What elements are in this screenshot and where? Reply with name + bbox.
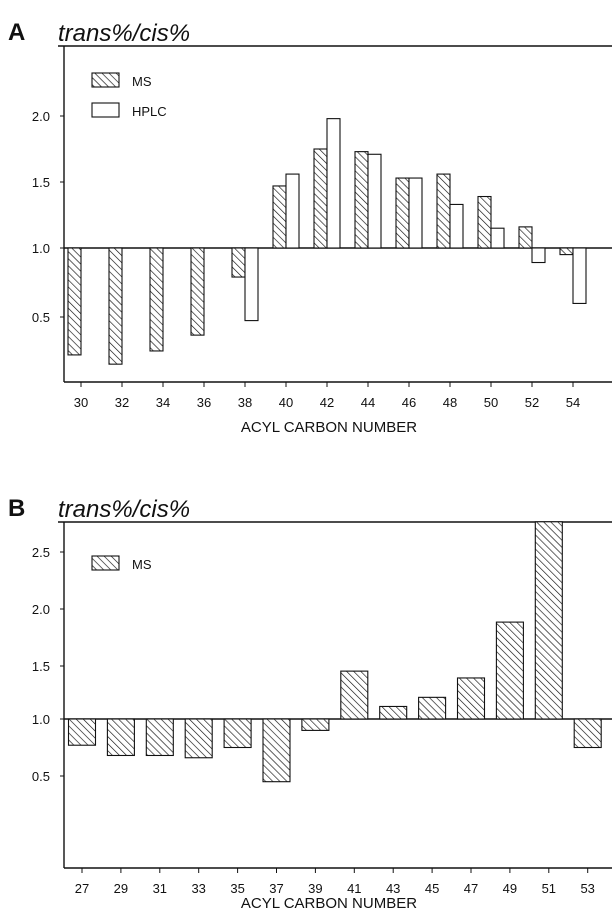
x-tick-label: 53 [580,881,594,896]
hplc-bar-40 [285,173,300,249]
ms-bar-52 [518,226,533,249]
x-tick-label: 39 [308,881,322,896]
ms-bar-42 [313,148,328,249]
x-tick-label: 32 [115,395,129,410]
x-tick-label: 33 [191,881,205,896]
x-tick-label: 30 [74,395,88,410]
legend-label-ms: MS [132,557,152,572]
ms-bar-35 [223,718,252,749]
legend-a: MS HPLC [91,72,167,119]
ms-bar-41 [340,670,369,720]
x-ticks-a: 30 32 34 36 38 40 42 44 46 48 50 52 54 [74,382,580,410]
ms-bar-29 [106,718,135,757]
ms-bar-36 [190,247,205,336]
x-axis-label-a: ACYL CARBON NUMBER [241,419,417,436]
ms-bar-53 [573,718,602,749]
ms-bar-39 [301,718,330,731]
panel-label-a: A [8,19,25,46]
x-tick-label: 36 [197,395,211,410]
x-tick-label: 43 [386,881,400,896]
panel-label-b: B [8,495,25,522]
ms-bar-38 [231,247,246,278]
x-tick-label: 42 [320,395,334,410]
y-tick-label: 0.5 [32,769,50,784]
x-tick-label: 48 [443,395,457,410]
x-tick-label: 46 [402,395,416,410]
legend-swatch-ms [91,72,120,88]
x-tick-label: 50 [484,395,498,410]
legend-label-hplc: HPLC [132,104,167,119]
x-tick-label: 29 [114,881,128,896]
hplc-bar-42 [326,118,341,249]
ms-bar-33 [184,718,213,759]
hplc-bar-50 [490,227,505,249]
hplc-bar-38 [244,247,259,322]
y-tick-label: 1.0 [32,241,50,256]
y-tick-label: 1.5 [32,175,50,190]
panel-title-b: trans%/cis% [58,496,190,523]
x-tick-label: 51 [542,881,556,896]
bars-b [67,521,602,783]
ms-bar-40 [272,185,287,249]
y-tick-label: 0.5 [32,310,50,325]
y-ticks-a: 0.5 1.0 1.5 2.0 [32,109,64,325]
ms-bar-50 [477,195,492,249]
x-axis-label-b: ACYL CARBON NUMBER [241,895,417,912]
ms-bar-46 [395,177,410,249]
x-tick-label: 38 [238,395,252,410]
y-tick-label: 1.0 [32,712,50,727]
y-ticks-b: 0.5 1.0 1.5 2.0 2.5 [32,545,64,784]
ms-bar-45 [418,696,447,720]
y-tick-label: 1.5 [32,659,50,674]
legend-b: MS [91,555,152,572]
legend-swatch-ms [91,555,120,571]
ms-bar-43 [379,705,408,720]
x-tick-label: 45 [425,881,439,896]
x-tick-label: 34 [156,395,170,410]
bars-a [67,118,587,365]
ms-bar-32 [108,247,123,365]
ms-bar-31 [145,718,174,757]
x-tick-label: 54 [566,395,580,410]
ms-bar-34 [149,247,164,352]
ms-bar-51 [534,521,563,720]
x-tick-label: 47 [464,881,478,896]
ms-bar-47 [456,677,486,720]
hplc-bar-44 [367,153,382,249]
x-tick-label: 52 [525,395,539,410]
ms-bar-27 [67,718,97,746]
ms-bar-48 [436,173,451,249]
x-tick-label: 31 [153,881,167,896]
hplc-bar-48 [449,203,464,249]
y-tick-label: 2.0 [32,602,50,617]
chart-panel-b: B trans%/cis% 0.5 1.0 1.5 2.0 2.5 MS 27 2… [8,495,612,912]
x-tick-label: 35 [230,881,244,896]
x-tick-label: 49 [503,881,517,896]
x-ticks-b: 27 29 31 33 35 37 39 41 43 45 47 49 51 53 [75,868,595,896]
y-tick-label: 2.0 [32,109,50,124]
x-tick-label: 44 [361,395,375,410]
panel-title-a: trans%/cis% [58,20,190,47]
hplc-bar-52 [531,247,546,264]
ms-bar-30 [67,247,82,356]
hplc-bar-46 [408,177,423,249]
x-tick-label: 41 [347,881,361,896]
legend-label-ms: MS [132,74,152,89]
legend-swatch-hplc [91,102,120,118]
x-tick-label: 27 [75,881,89,896]
ms-bar-54 [559,247,574,256]
x-tick-label: 40 [279,395,293,410]
ms-bar-49 [495,621,524,720]
x-tick-label: 37 [269,881,283,896]
ms-bar-44 [354,151,369,249]
hplc-bar-54 [572,247,587,304]
y-tick-label: 2.5 [32,545,50,560]
chart-panel-a: A trans%/cis% 0.5 1.0 1.5 2.0 MS HPLC 30… [8,19,612,436]
ms-bar-37 [262,718,291,783]
